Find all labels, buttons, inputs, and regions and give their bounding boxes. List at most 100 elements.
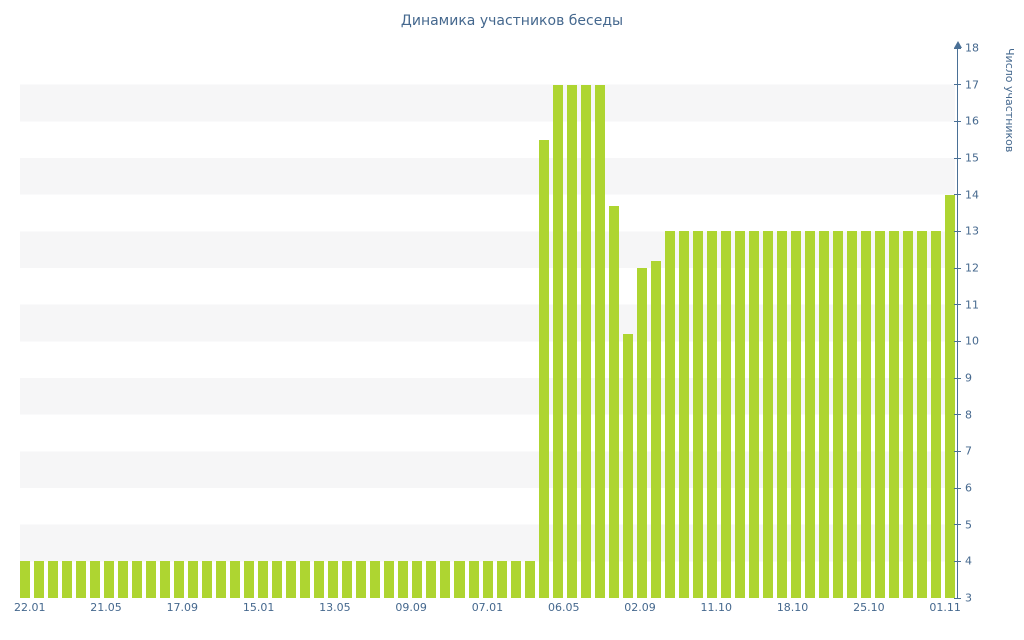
x-tick-label: 15.01 bbox=[242, 601, 275, 614]
y-axis-tick bbox=[954, 340, 961, 342]
bar[interactable] bbox=[608, 205, 619, 598]
bar[interactable] bbox=[650, 260, 661, 598]
bar[interactable] bbox=[580, 84, 591, 598]
y-tick-label: 15 bbox=[965, 151, 979, 165]
x-tick-label: 11.10 bbox=[700, 601, 733, 614]
bar[interactable] bbox=[286, 561, 297, 598]
bar[interactable] bbox=[342, 561, 353, 598]
bar[interactable] bbox=[860, 231, 871, 598]
bar[interactable] bbox=[384, 561, 395, 598]
bar[interactable] bbox=[524, 561, 535, 598]
bar[interactable] bbox=[692, 231, 703, 598]
y-tick-label: 14 bbox=[965, 188, 979, 202]
bar[interactable] bbox=[734, 231, 745, 598]
bar[interactable] bbox=[902, 231, 913, 598]
bar[interactable] bbox=[846, 231, 857, 598]
bar[interactable] bbox=[552, 84, 563, 598]
x-tick-label: 25.10 bbox=[853, 601, 885, 614]
bar[interactable] bbox=[48, 561, 59, 598]
bar[interactable] bbox=[104, 561, 115, 598]
y-tick-label: 7 bbox=[965, 444, 972, 458]
bar[interactable] bbox=[874, 231, 885, 598]
y-tick-label: 13 bbox=[965, 224, 979, 238]
y-axis: 3 4 5 6 7 8 9 10 11 12 13 14 15 16 17 18 bbox=[953, 41, 979, 605]
y-tick-label: 17 bbox=[965, 78, 979, 92]
chart-title: Динамика участников беседы bbox=[400, 13, 624, 29]
bar[interactable] bbox=[762, 231, 773, 598]
y-axis-tick bbox=[954, 524, 961, 526]
y-tick-label: 8 bbox=[965, 408, 972, 422]
bar[interactable] bbox=[90, 561, 101, 598]
bar[interactable] bbox=[426, 561, 437, 598]
y-axis-title: Число участников bbox=[1003, 48, 1016, 153]
bar[interactable] bbox=[300, 561, 311, 598]
bar[interactable] bbox=[258, 561, 269, 598]
y-axis-tick bbox=[954, 120, 961, 122]
x-tick-label: 18.10 bbox=[776, 601, 809, 614]
bar[interactable] bbox=[945, 194, 956, 598]
bar[interactable] bbox=[272, 561, 283, 598]
bar[interactable] bbox=[748, 231, 759, 598]
bar[interactable] bbox=[188, 561, 199, 598]
bar[interactable] bbox=[804, 231, 815, 598]
bar[interactable] bbox=[931, 231, 942, 598]
bar[interactable] bbox=[622, 334, 633, 598]
bar[interactable] bbox=[776, 231, 787, 598]
x-tick-label: 21.05 bbox=[90, 601, 122, 614]
bar[interactable] bbox=[146, 561, 157, 598]
bar[interactable] bbox=[818, 231, 829, 598]
y-tick-label: 5 bbox=[965, 518, 972, 532]
bar[interactable] bbox=[636, 268, 647, 598]
y-axis-tick bbox=[954, 450, 961, 452]
bar[interactable] bbox=[412, 561, 423, 598]
bar[interactable] bbox=[482, 561, 493, 598]
y-axis-tick bbox=[954, 157, 961, 159]
bar[interactable] bbox=[832, 231, 843, 598]
y-tick-label: 16 bbox=[965, 114, 979, 128]
y-tick-label: 18 bbox=[965, 41, 979, 55]
bar[interactable] bbox=[356, 561, 367, 598]
y-axis-tick bbox=[954, 84, 961, 86]
bar[interactable] bbox=[496, 561, 507, 598]
y-tick-label: 10 bbox=[965, 334, 979, 348]
bar[interactable] bbox=[244, 561, 255, 598]
x-tick-label: 22.01 bbox=[14, 601, 46, 614]
y-axis-tick bbox=[954, 267, 961, 269]
bar[interactable] bbox=[370, 561, 381, 598]
bar[interactable] bbox=[328, 561, 339, 598]
bar[interactable] bbox=[454, 561, 465, 598]
x-tick-label: 09.09 bbox=[395, 601, 427, 614]
y-tick-label: 9 bbox=[965, 371, 972, 385]
bar[interactable] bbox=[888, 231, 899, 598]
bar[interactable] bbox=[538, 139, 549, 598]
bar[interactable] bbox=[230, 561, 241, 598]
bar[interactable] bbox=[34, 561, 45, 598]
bar[interactable] bbox=[706, 231, 717, 598]
x-tick-label: 02.09 bbox=[624, 601, 656, 614]
x-axis-labels: 22.01 21.05 17.09 15.01 13.05 09.09 07.01 06.05… bbox=[14, 601, 961, 614]
bar[interactable] bbox=[20, 561, 31, 598]
bar[interactable] bbox=[510, 561, 521, 598]
bar[interactable] bbox=[720, 231, 731, 598]
y-axis-tick bbox=[954, 47, 961, 49]
bar[interactable] bbox=[160, 561, 171, 598]
bar[interactable] bbox=[678, 231, 689, 598]
bar[interactable] bbox=[132, 561, 143, 598]
bar[interactable] bbox=[216, 561, 227, 598]
bar[interactable] bbox=[202, 561, 213, 598]
bar[interactable] bbox=[398, 561, 409, 598]
bar[interactable] bbox=[118, 561, 129, 598]
bar[interactable] bbox=[664, 231, 675, 598]
bar[interactable] bbox=[594, 84, 605, 598]
bar[interactable] bbox=[790, 231, 801, 598]
bar[interactable] bbox=[62, 561, 73, 598]
bar[interactable] bbox=[174, 561, 185, 598]
bar[interactable] bbox=[917, 231, 928, 598]
y-tick-label: 11 bbox=[965, 298, 979, 312]
bar[interactable] bbox=[468, 561, 479, 598]
bar[interactable] bbox=[314, 561, 325, 598]
y-tick-label: 12 bbox=[965, 261, 979, 275]
bar[interactable] bbox=[566, 84, 577, 598]
bar[interactable] bbox=[440, 561, 451, 598]
bar[interactable] bbox=[76, 561, 87, 598]
